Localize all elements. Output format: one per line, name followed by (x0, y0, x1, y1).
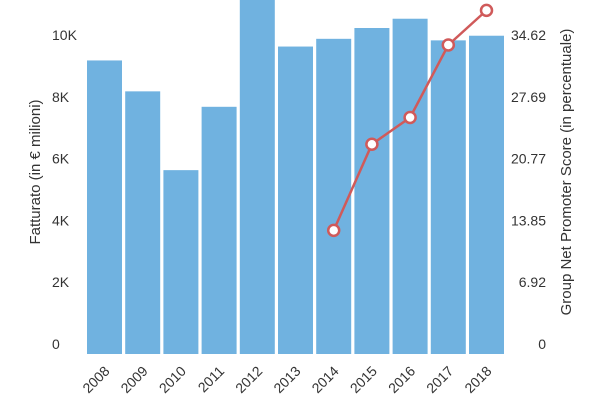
y2-tick-label: 27.69 (511, 89, 546, 105)
x-tick-label: 2015 (347, 363, 380, 396)
bar-series (87, 0, 504, 355)
y2-tick-label: 20.77 (511, 151, 546, 167)
bar-2016 (392, 18, 428, 355)
x-tick-label: 2011 (195, 363, 228, 396)
nps-point-2017 (441, 38, 456, 52)
bar-2012 (239, 0, 275, 354)
y-tick-label: 10K (52, 27, 78, 43)
y-tick-label: 4K (52, 212, 70, 228)
y-tick-label: 0 (52, 336, 60, 352)
y-tick-label: 6K (52, 151, 70, 167)
y-axis-right: 0 6.92 13.85 20.77 27.69 34.62 (511, 27, 546, 352)
x-tick-label: 2013 (270, 363, 303, 396)
nps-point-2015 (365, 137, 379, 152)
bar-2018 (469, 35, 504, 354)
bar-2017 (430, 40, 466, 355)
nps-point-2016 (403, 110, 417, 125)
y2-tick-label: 13.85 (511, 212, 546, 228)
y-axis-label: Fatturato (in € milioni) (27, 99, 44, 244)
bar-2010 (163, 170, 199, 354)
bar-2008 (87, 60, 122, 354)
y2-axis-label: Group Net Promoter Score (in percentuale… (558, 29, 575, 316)
y2-tick-label: 0 (538, 336, 546, 352)
nps-point-2014 (326, 223, 341, 238)
x-tick-label: 2012 (232, 363, 265, 396)
x-tick-label: 2017 (423, 363, 456, 396)
bar-2011 (201, 106, 237, 354)
line-series (326, 3, 494, 238)
bar-2009 (125, 91, 161, 354)
y-tick-label: 8K (52, 89, 70, 105)
nps-point-2018 (479, 3, 494, 18)
x-tick-label: 2010 (156, 363, 189, 396)
bar-2015 (354, 28, 390, 354)
y-axis-left: 0 2K 4K 6K 8K 10K (52, 27, 78, 352)
x-axis: 2008 2009 2010 2011 2012 2013 2014 2015 2016 2017… (79, 363, 494, 396)
x-tick-label: 2014 (308, 363, 341, 396)
x-tick-label: 2018 (461, 363, 494, 396)
bar-2014 (316, 38, 352, 354)
x-tick-label: 2009 (117, 363, 150, 396)
y2-tick-label: 6.92 (519, 274, 546, 290)
bar-2013 (278, 46, 313, 355)
x-tick-label: 2016 (385, 363, 418, 396)
y2-tick-label: 34.62 (511, 27, 546, 43)
y-tick-label: 2K (52, 274, 70, 290)
x-tick-label: 2008 (79, 363, 112, 396)
